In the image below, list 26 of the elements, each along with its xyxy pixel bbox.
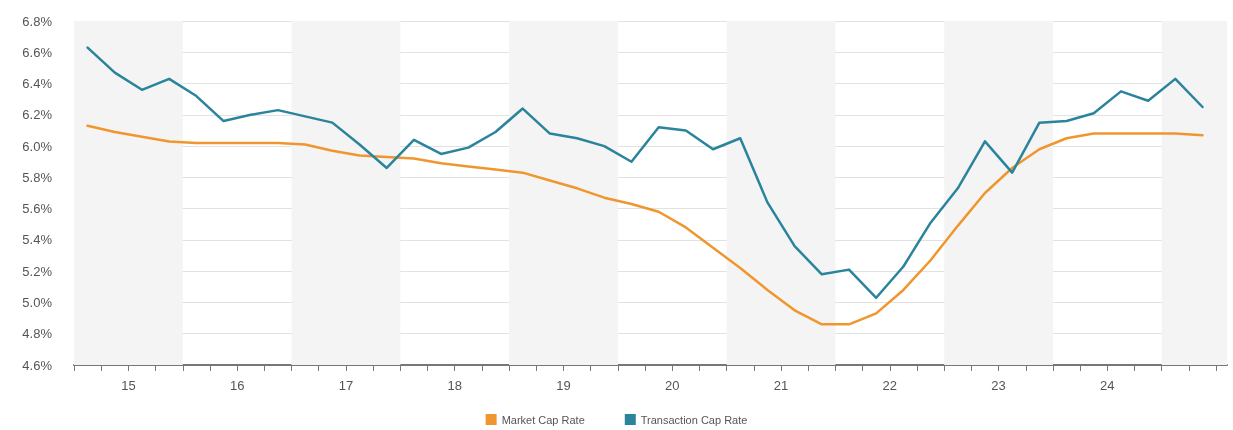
y-tick-label: 5.0% (22, 294, 53, 310)
legend-label: Market Cap Rate (501, 413, 585, 426)
x-tick-label: 15 (121, 378, 136, 393)
line-series (86, 46, 1204, 300)
y-tick-label: 6.6% (22, 44, 53, 60)
y-tick-label: 5.2% (22, 263, 53, 279)
x-tick-label: 20 (665, 378, 680, 393)
x-tick-label: 17 (338, 378, 354, 393)
y-tick-label: 4.8% (22, 326, 53, 342)
y-tick-label: 6.4% (22, 76, 53, 92)
y-tick-label: 6.8% (22, 13, 53, 29)
y-tick-label: 4.6% (22, 357, 53, 373)
x-tick-label: 19 (556, 378, 571, 393)
x-tick-label: 23 (991, 378, 1006, 393)
y-tick-label: 5.8% (22, 169, 53, 185)
x-tick-label: 21 (773, 378, 789, 393)
y-tick-label: 6.2% (22, 107, 53, 123)
x-tick-label: 24 (1100, 378, 1115, 393)
x-tick-label: 18 (447, 378, 462, 393)
y-tick-label: 5.4% (22, 232, 53, 248)
y-tick-label: 6.0% (22, 138, 53, 154)
y-tick-label: 5.6% (22, 201, 53, 217)
line-series (86, 124, 1204, 326)
x-tick-label: 16 (229, 378, 245, 393)
legend-label: Transaction Cap Rate (640, 413, 748, 426)
x-tick-label: 22 (882, 378, 898, 393)
